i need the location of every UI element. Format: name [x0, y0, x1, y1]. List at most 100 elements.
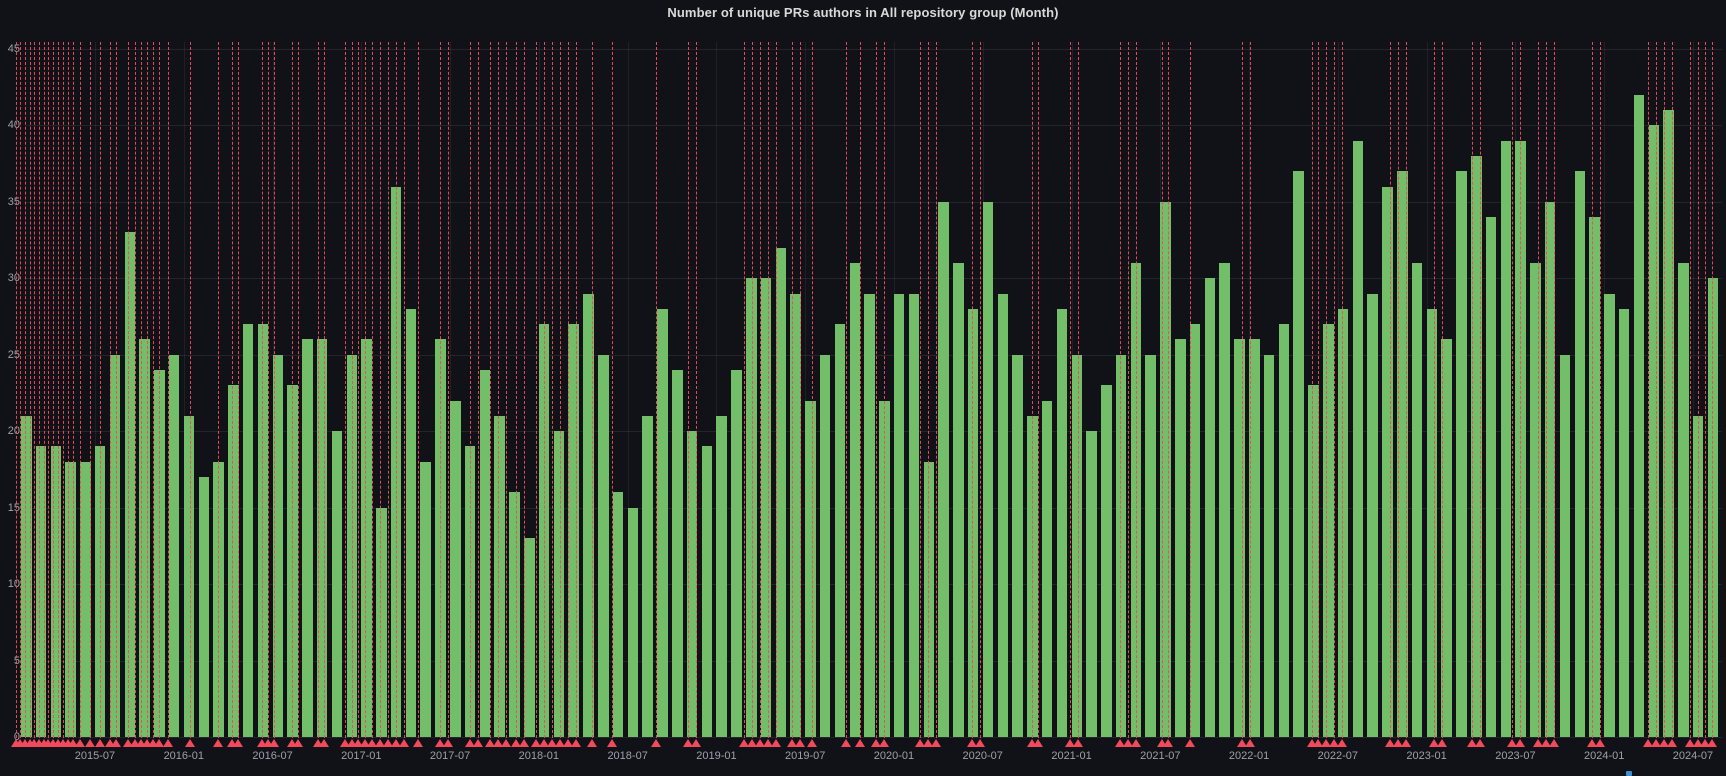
- annotation-line[interactable]: [292, 42, 293, 738]
- annotation-marker-icon[interactable]: [1587, 739, 1597, 747]
- annotation-marker-icon[interactable]: [413, 739, 423, 747]
- bar[interactable]: [1411, 263, 1423, 737]
- bar[interactable]: [701, 446, 713, 737]
- annotation-line[interactable]: [612, 42, 613, 738]
- annotation-line[interactable]: [1162, 42, 1163, 738]
- annotation-line[interactable]: [298, 42, 299, 738]
- annotation-line[interactable]: [190, 42, 191, 738]
- annotation-marker-icon[interactable]: [1185, 739, 1195, 747]
- bar[interactable]: [139, 339, 150, 737]
- annotation-line[interactable]: [1390, 42, 1391, 738]
- annotation-marker-icon[interactable]: [1393, 739, 1403, 747]
- annotation-line[interactable]: [116, 42, 117, 738]
- bar[interactable]: [21, 415, 32, 737]
- annotation-marker-icon[interactable]: [473, 739, 483, 747]
- annotation-line[interactable]: [936, 42, 937, 738]
- annotation-marker-icon[interactable]: [213, 739, 223, 747]
- annotation-line[interactable]: [1672, 42, 1673, 738]
- bar[interactable]: [509, 492, 520, 737]
- annotation-marker-icon[interactable]: [841, 739, 851, 747]
- annotation-line[interactable]: [404, 42, 405, 738]
- annotation-marker-icon[interactable]: [95, 739, 105, 747]
- annotation-marker-icon[interactable]: [1467, 739, 1477, 747]
- annotation-marker-icon[interactable]: [739, 739, 749, 747]
- bar[interactable]: [1648, 125, 1660, 737]
- annotation-line[interactable]: [1342, 42, 1343, 738]
- annotation-line[interactable]: [1326, 42, 1327, 738]
- bar[interactable]: [790, 293, 801, 737]
- annotation-line[interactable]: [752, 42, 753, 738]
- annotation-marker-icon[interactable]: [1065, 739, 1075, 747]
- annotation-line[interactable]: [478, 42, 479, 738]
- bar[interactable]: [908, 293, 920, 737]
- annotation-marker-icon[interactable]: [293, 739, 303, 747]
- annotation-marker-icon[interactable]: [375, 739, 385, 747]
- annotation-marker-icon[interactable]: [923, 739, 933, 747]
- bar[interactable]: [1337, 308, 1349, 737]
- annotation-line[interactable]: [262, 42, 263, 738]
- annotation-marker-icon[interactable]: [747, 739, 757, 747]
- annotation-line[interactable]: [44, 42, 45, 738]
- annotation-marker-icon[interactable]: [771, 739, 781, 747]
- bar[interactable]: [346, 354, 357, 737]
- annotation-marker-icon[interactable]: [233, 739, 243, 747]
- annotation-marker-icon[interactable]: [1115, 739, 1125, 747]
- bar[interactable]: [35, 446, 47, 737]
- annotation-line[interactable]: [1705, 42, 1706, 738]
- annotation-marker-icon[interactable]: [787, 739, 797, 747]
- bar[interactable]: [864, 293, 875, 737]
- annotation-line[interactable]: [516, 42, 517, 738]
- annotation-line[interactable]: [380, 42, 381, 738]
- annotation-line[interactable]: [135, 42, 136, 738]
- bar[interactable]: [1130, 263, 1142, 737]
- bar[interactable]: [953, 263, 964, 737]
- annotation-marker-icon[interactable]: [1515, 739, 1525, 747]
- bar[interactable]: [198, 477, 210, 737]
- annotation-marker-icon[interactable]: [123, 739, 133, 747]
- bar[interactable]: [672, 370, 683, 737]
- bar[interactable]: [1574, 171, 1586, 737]
- annotation-marker-icon[interactable]: [967, 739, 977, 747]
- annotation-line[interactable]: [80, 42, 81, 738]
- annotation-marker-icon[interactable]: [1073, 739, 1083, 747]
- bar[interactable]: [1397, 171, 1408, 737]
- annotation-marker-icon[interactable]: [1659, 739, 1669, 747]
- annotation-marker-icon[interactable]: [1429, 739, 1439, 747]
- annotation-line[interactable]: [1406, 42, 1407, 738]
- annotation-line[interactable]: [656, 42, 657, 738]
- annotation-line[interactable]: [388, 42, 389, 738]
- annotation-line[interactable]: [218, 42, 219, 738]
- annotation-line[interactable]: [53, 42, 54, 738]
- annotation-line[interactable]: [1190, 42, 1191, 738]
- bar[interactable]: [331, 431, 343, 737]
- annotation-line[interactable]: [592, 42, 593, 738]
- annotation-line[interactable]: [90, 42, 91, 738]
- annotation-line[interactable]: [928, 42, 929, 738]
- annotation-marker-icon[interactable]: [683, 739, 693, 747]
- annotation-marker-icon[interactable]: [1667, 739, 1677, 747]
- bar[interactable]: [1101, 385, 1112, 737]
- annotation-marker-icon[interactable]: [85, 739, 95, 747]
- bar[interactable]: [1204, 278, 1216, 737]
- annotation-marker-icon[interactable]: [148, 739, 158, 747]
- bar[interactable]: [1544, 201, 1556, 737]
- annotation-line[interactable]: [792, 42, 793, 738]
- annotation-line[interactable]: [1038, 42, 1039, 738]
- annotation-line[interactable]: [1078, 42, 1079, 738]
- annotation-marker-icon[interactable]: [1437, 739, 1447, 747]
- bar[interactable]: [657, 308, 668, 737]
- annotation-marker-icon[interactable]: [1123, 739, 1133, 747]
- annotation-marker-icon[interactable]: [154, 739, 164, 747]
- bar[interactable]: [524, 538, 535, 737]
- bar[interactable]: [1115, 354, 1127, 737]
- annotation-marker-icon[interactable]: [105, 739, 115, 747]
- annotation-marker-icon[interactable]: [1033, 739, 1043, 747]
- bar[interactable]: [1530, 263, 1541, 737]
- annotation-line[interactable]: [147, 42, 148, 738]
- annotation-line[interactable]: [552, 42, 553, 738]
- annotation-line[interactable]: [696, 42, 697, 738]
- bar[interactable]: [124, 232, 136, 737]
- annotation-marker-icon[interactable]: [1337, 739, 1347, 747]
- bar[interactable]: [1160, 201, 1171, 737]
- annotation-line[interactable]: [800, 42, 801, 738]
